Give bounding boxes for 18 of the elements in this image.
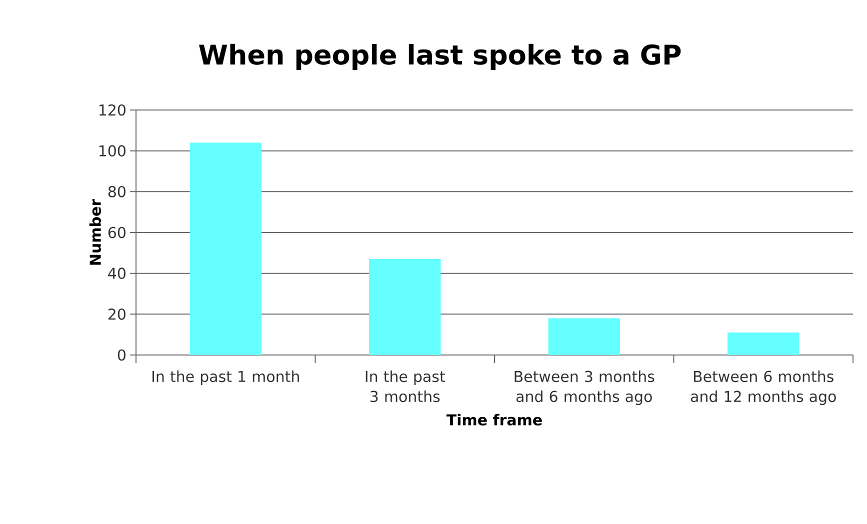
y-tick-label: 120 [99, 104, 126, 116]
y-tick-label: 80 [108, 186, 126, 198]
y-axis-title: Number [89, 198, 101, 265]
bar [369, 259, 441, 355]
y-tick-label: 0 [118, 349, 126, 361]
x-tick-label: Between 6 months and 12 months ago [690, 370, 836, 406]
x-axis-title: Time frame [446, 414, 542, 426]
x-tick-label: Between 3 months and 6 months ago [514, 370, 654, 406]
x-tick-label: In the past 1 month [152, 370, 299, 386]
y-tick-label: 20 [108, 308, 126, 320]
x-tick-label: In the past 3 months [366, 370, 445, 402]
chart-title: When people last spoke to a GP [199, 44, 681, 70]
y-tick-label: 40 [108, 268, 126, 280]
y-tick-label: 60 [108, 226, 126, 238]
y-tick-label: 100 [99, 145, 126, 157]
bar [728, 332, 800, 355]
bar [548, 318, 620, 355]
bar [190, 142, 262, 355]
